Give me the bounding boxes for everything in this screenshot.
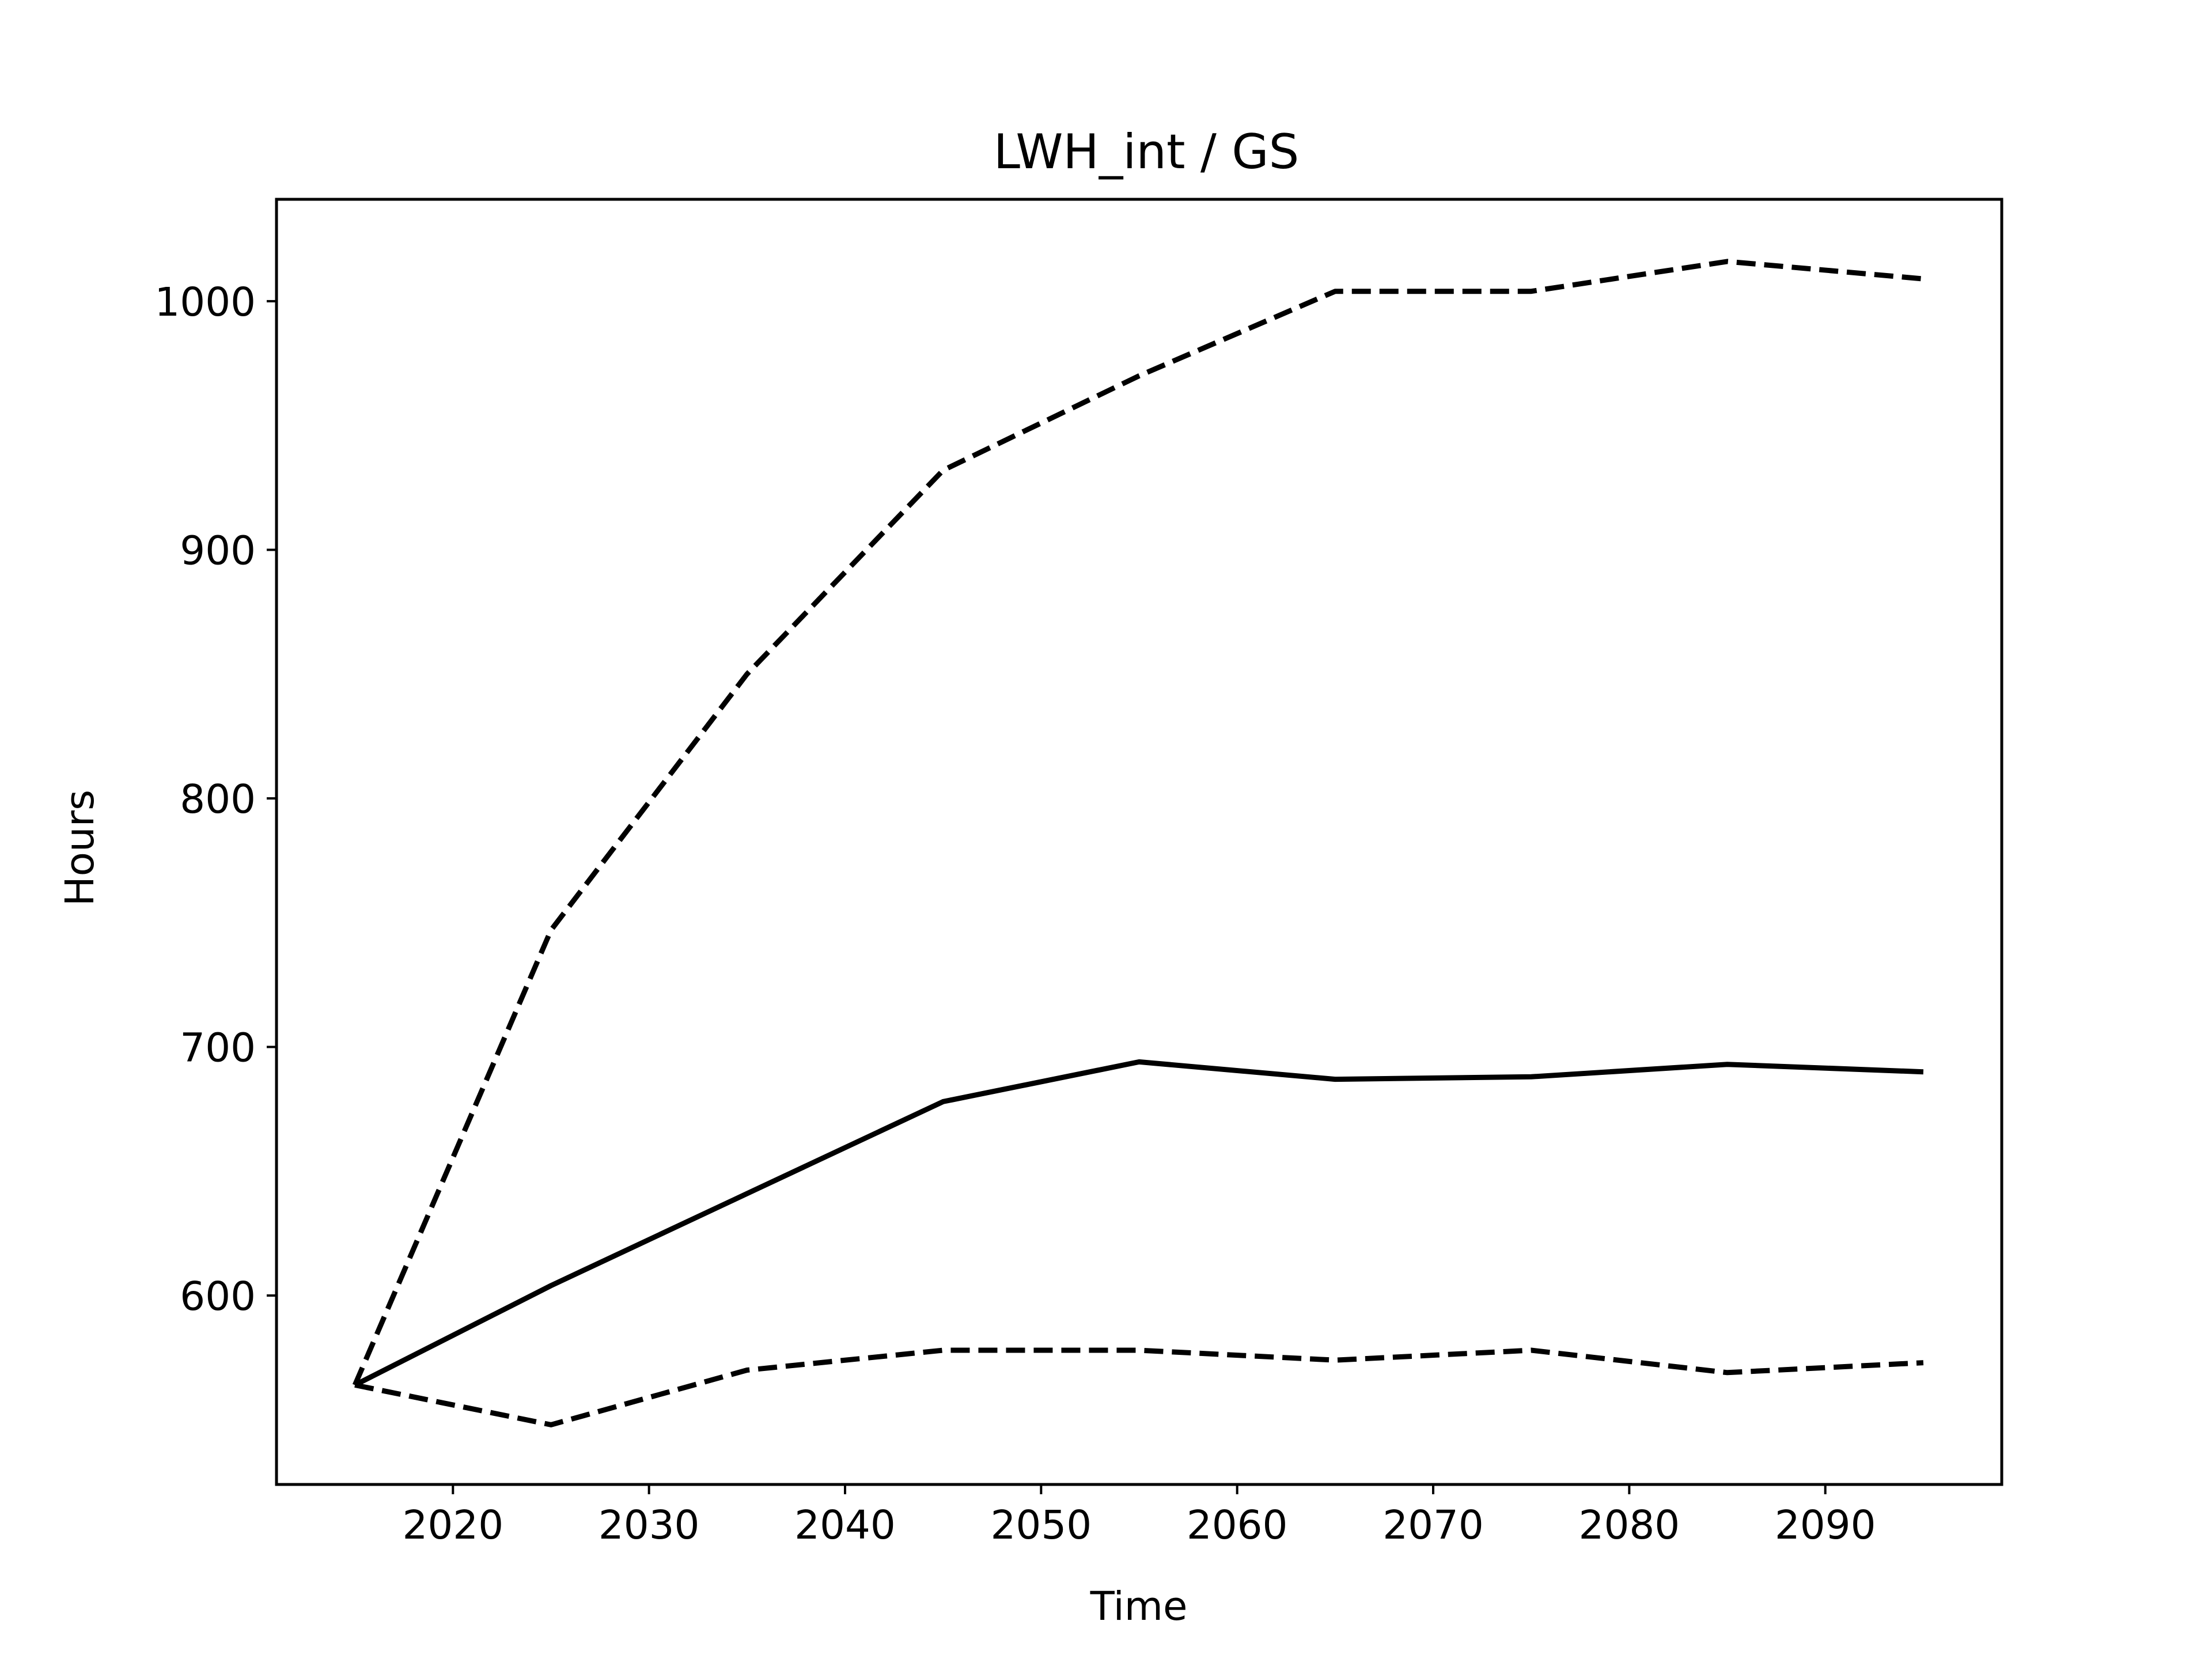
y-axis: 600 700 800 900 1000 (154, 279, 276, 1320)
y-tick-label: 1000 (154, 279, 256, 325)
x-axis-title: Time (1090, 1584, 1188, 1630)
chart-title: LWH_int / GS (994, 124, 1300, 180)
x-axis: 2020 2030 2040 2050 2060 2070 2080 2090 (403, 1484, 1876, 1548)
x-tick-label: 2080 (1579, 1502, 1680, 1548)
y-tick-label: 900 (180, 528, 256, 574)
y-tick-label: 800 (180, 777, 256, 823)
series-line-2 (354, 1059, 1924, 1388)
y-tick-label: 700 (180, 1025, 256, 1071)
x-tick-label: 2050 (991, 1502, 1092, 1548)
x-tick-label: 2060 (1187, 1502, 1288, 1548)
plot-area-frame (275, 198, 2003, 1486)
x-tick-label: 2030 (599, 1502, 700, 1548)
y-tick-label: 600 (180, 1274, 256, 1320)
x-tick-label: 2020 (403, 1502, 504, 1548)
x-tick-label: 2070 (1382, 1502, 1484, 1548)
x-tick-label: 2090 (1775, 1502, 1876, 1548)
series-line-1 (352, 259, 1924, 1387)
series-layer (352, 259, 1924, 1427)
x-tick-label: 2040 (794, 1502, 896, 1548)
y-axis-title: Hours (57, 790, 103, 906)
